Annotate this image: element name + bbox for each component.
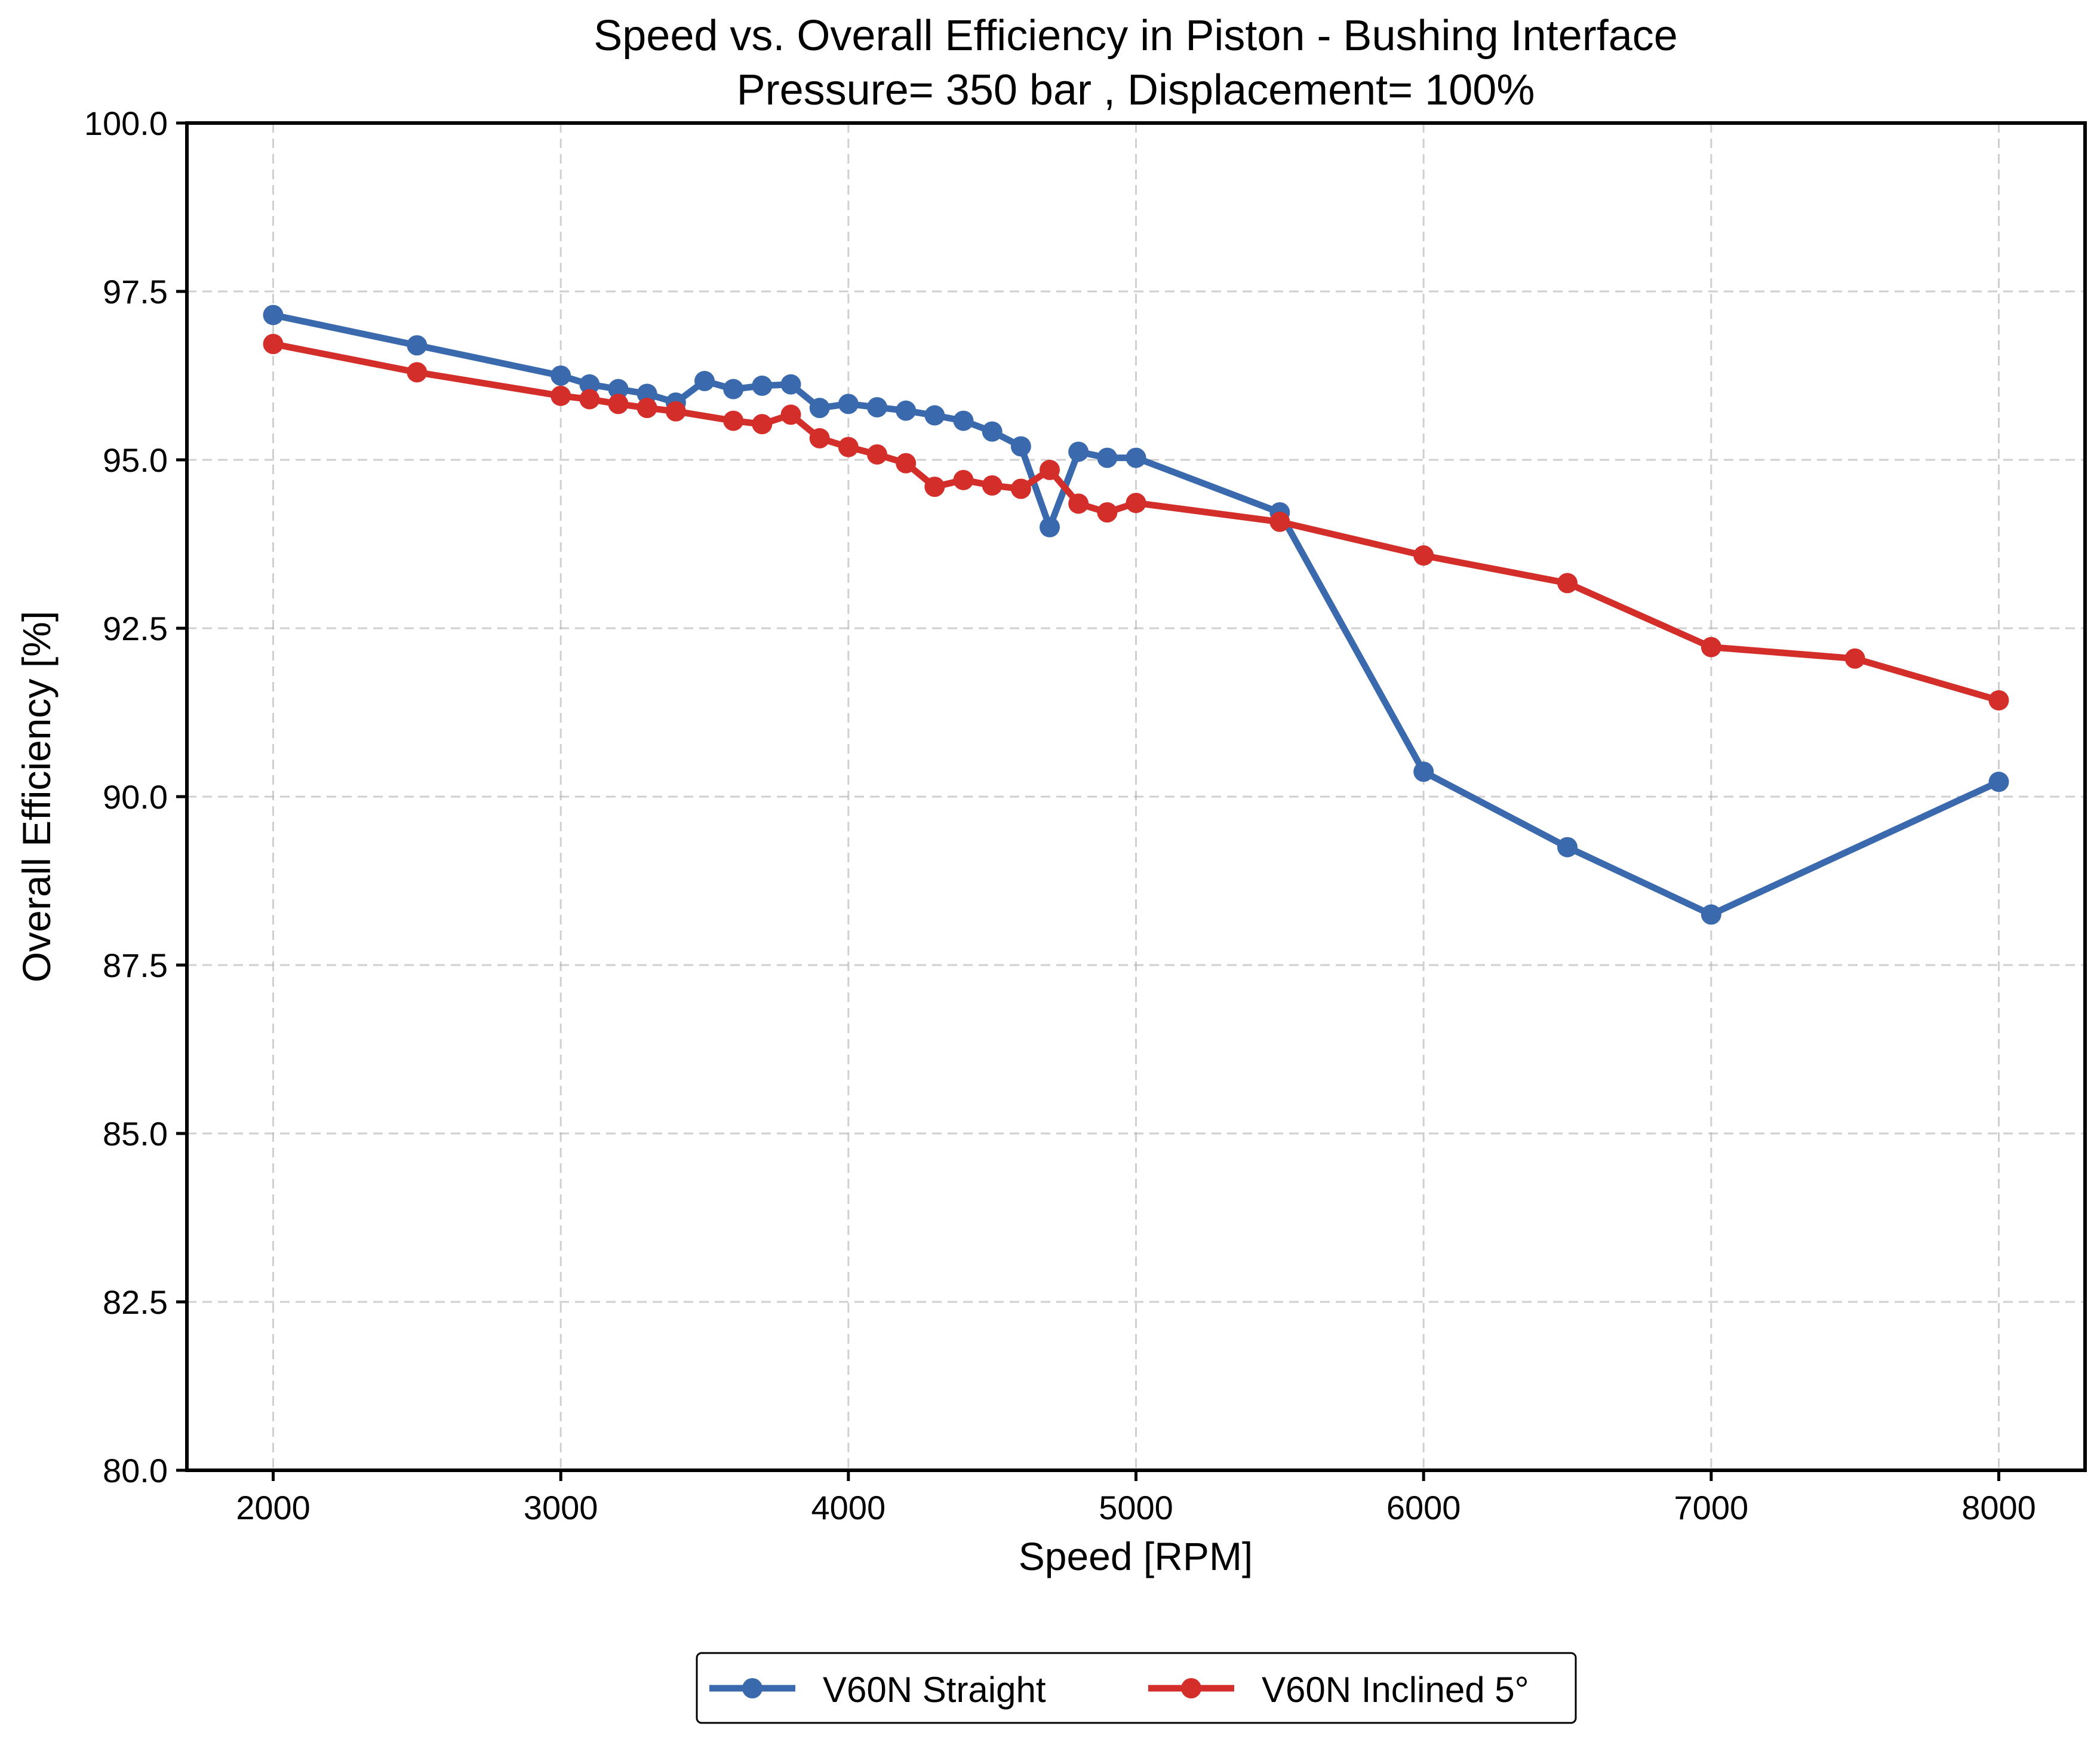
data-point: [723, 410, 744, 431]
data-point: [407, 362, 428, 383]
data-point: [263, 305, 284, 325]
x-tick-label: 5000: [1099, 1489, 1173, 1526]
data-point: [551, 365, 571, 386]
data-point: [1097, 447, 1118, 468]
data-point: [1413, 545, 1434, 566]
data-point: [579, 389, 600, 410]
data-point: [924, 477, 945, 497]
y-tick-label: 80.0: [103, 1452, 168, 1489]
data-point: [867, 444, 887, 465]
data-point: [1413, 761, 1434, 782]
data-point: [1068, 493, 1089, 514]
axis-ticks: 80.0 82.5 85.0 87.5 90.0 92.5 95.0 97.5 100.0 200…: [84, 105, 2036, 1526]
data-point: [896, 400, 917, 421]
data-point: [1988, 772, 2009, 792]
legend-label-straight: V60N Straight: [823, 1670, 1046, 1710]
data-point: [1988, 690, 2009, 711]
chart-title: Speed vs. Overall Efficiency in Piston -…: [594, 12, 1678, 60]
data-point: [1701, 904, 1721, 925]
data-point: [263, 333, 284, 354]
data-point: [407, 335, 428, 356]
data-point: [694, 371, 715, 392]
data-point: [752, 375, 773, 396]
legend-label-inclined: V60N Inclined 5°: [1262, 1670, 1529, 1710]
series-1: [263, 333, 2009, 711]
data-point: [608, 394, 629, 414]
y-tick-label: 100.0: [84, 105, 168, 142]
data-point: [1126, 493, 1146, 514]
legend-marker-straight: [742, 1678, 762, 1698]
data-point: [867, 397, 887, 418]
data-point: [953, 410, 974, 431]
data-point: [579, 374, 600, 395]
data-point: [551, 385, 571, 406]
data-point: [723, 379, 744, 400]
data-point: [637, 398, 657, 419]
data-point: [953, 469, 974, 490]
x-tick-label: 4000: [811, 1489, 886, 1526]
data-point: [637, 383, 657, 404]
data-point: [752, 414, 773, 435]
y-tick-label: 87.5: [103, 947, 168, 984]
series-group: [263, 305, 2009, 925]
chart-subtitle: Pressure= 350 bar , Displacement= 100%: [737, 66, 1535, 114]
series-line: [270, 340, 2002, 704]
x-tick-label: 2000: [236, 1489, 310, 1526]
y-tick-label: 85.0: [103, 1115, 168, 1153]
x-tick-label: 3000: [524, 1489, 598, 1526]
legend-marker-inclined: [1181, 1678, 1201, 1698]
x-tick-label: 8000: [1961, 1489, 2036, 1526]
data-point: [1010, 436, 1031, 457]
data-point: [809, 428, 830, 448]
series-0: [263, 305, 2009, 925]
data-point: [924, 405, 945, 426]
data-point: [1068, 441, 1089, 462]
data-point: [1557, 837, 1578, 858]
y-tick-label: 92.5: [103, 610, 168, 647]
y-tick-label: 95.0: [103, 441, 168, 479]
data-point: [809, 398, 830, 419]
data-point: [780, 404, 801, 425]
data-point: [608, 379, 629, 400]
x-axis-label: Speed [RPM]: [1019, 1534, 1253, 1578]
legend: V60N Straight V60N Inclined 5°: [696, 1652, 1577, 1724]
data-point: [1844, 648, 1865, 669]
data-point: [1557, 573, 1578, 594]
data-point: [982, 421, 1003, 442]
data-point: [665, 401, 686, 422]
data-point: [838, 437, 859, 457]
y-tick-label: 90.0: [103, 778, 168, 816]
series-line: [270, 312, 2002, 918]
data-point: [1040, 517, 1060, 537]
x-tick-label: 7000: [1674, 1489, 1749, 1526]
data-point: [1701, 637, 1721, 658]
data-point: [1010, 478, 1031, 499]
data-point: [1040, 459, 1060, 480]
legend-box: [696, 1652, 1577, 1724]
data-point: [1269, 511, 1290, 532]
data-point: [982, 475, 1003, 496]
y-tick-label: 82.5: [103, 1283, 168, 1321]
y-tick-label: 97.5: [103, 273, 168, 311]
data-point: [1097, 502, 1118, 523]
x-tick-label: 6000: [1386, 1489, 1461, 1526]
data-point: [780, 374, 801, 395]
data-point: [1126, 447, 1146, 468]
y-axis-label: Overall Efficiency [%]: [14, 611, 59, 982]
data-point: [838, 394, 859, 414]
data-point: [896, 453, 917, 474]
